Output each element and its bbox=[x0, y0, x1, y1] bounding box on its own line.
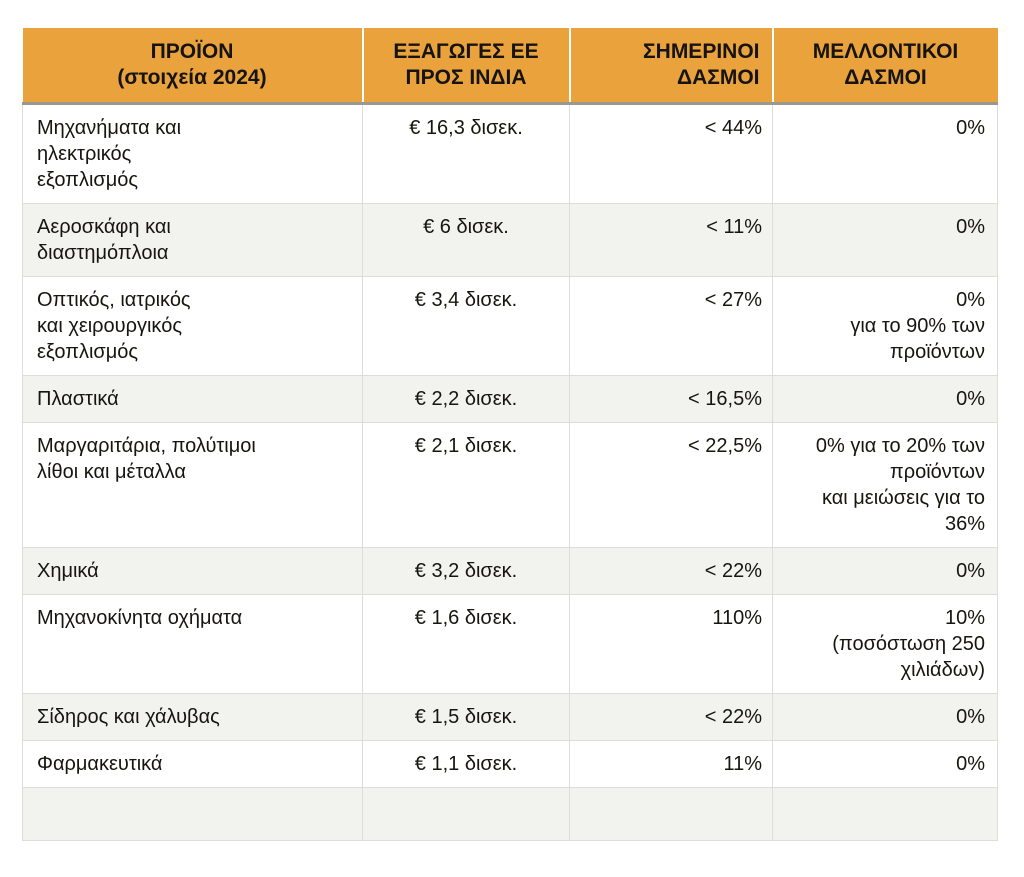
future-tariffs-cell bbox=[772, 787, 998, 841]
table-row: Μηχανήματα και ηλεκτρικός εξοπλισμός € 1… bbox=[22, 103, 998, 204]
col-header-current-tariffs: ΣΗΜΕΡΙΝΟΙ ΔΑΣΜΟΙ bbox=[568, 28, 773, 105]
current-tariffs-cell: 110% bbox=[569, 594, 773, 694]
col-header-future-tariffs: ΜΕΛΛΟΝΤΙΚΟΙ ΔΑΣΜΟΙ bbox=[771, 28, 998, 105]
future-tariffs-cell: 10% (ποσόστωση 250 χιλιάδων) bbox=[772, 594, 998, 694]
product-cell: Φαρμακευτικά bbox=[22, 740, 363, 788]
future-tariffs-cell: 0% bbox=[772, 693, 998, 741]
table-row: Φαρμακευτικά € 1,1 δισεκ. 11% 0% bbox=[22, 740, 998, 788]
product-cell: Πλαστικά bbox=[22, 375, 363, 423]
exports-cell: € 2,1 δισεκ. bbox=[362, 422, 570, 548]
table-row: Αεροσκάφη και διαστημόπλοια € 6 δισεκ. <… bbox=[22, 203, 998, 277]
product-cell: Αεροσκάφη και διαστημόπλοια bbox=[22, 203, 363, 277]
exports-cell: € 3,4 δισεκ. bbox=[362, 276, 570, 376]
exports-cell: € 6 δισεκ. bbox=[362, 203, 570, 277]
product-cell: Χημικά bbox=[22, 547, 363, 595]
eu-india-tariffs-table: ΠΡΟΪΟΝ (στοιχεία 2024) ΕΞΑΓΩΓΕΣ ΕΕ ΠΡΟΣ … bbox=[22, 28, 998, 841]
product-cell: Μαργαριτάρια, πολύτιμοι λίθοι και μέταλλ… bbox=[22, 422, 363, 548]
product-cell: Μηχανήματα και ηλεκτρικός εξοπλισμός bbox=[22, 103, 363, 204]
current-tariffs-cell: < 27% bbox=[569, 276, 773, 376]
header-row: ΠΡΟΪΟΝ (στοιχεία 2024) ΕΞΑΓΩΓΕΣ ΕΕ ΠΡΟΣ … bbox=[22, 28, 998, 105]
col-header-product: ΠΡΟΪΟΝ (στοιχεία 2024) bbox=[22, 28, 363, 105]
table-row: Σίδηρος και χάλυβας € 1,5 δισεκ. < 22% 0… bbox=[22, 693, 998, 741]
exports-cell bbox=[362, 787, 570, 841]
future-tariffs-cell: 0% bbox=[772, 203, 998, 277]
product-cell: Οπτικός, ιατρικός και χειρουργικός εξοπλ… bbox=[22, 276, 363, 376]
future-tariffs-cell: 0% bbox=[772, 740, 998, 788]
product-cell: Μηχανοκίνητα οχήματα bbox=[22, 594, 363, 694]
current-tariffs-cell: < 22% bbox=[569, 547, 773, 595]
future-tariffs-cell: 0% bbox=[772, 103, 998, 204]
future-tariffs-cell: 0% για το 90% των προϊόντων bbox=[772, 276, 998, 376]
future-tariffs-cell: 0% bbox=[772, 547, 998, 595]
current-tariffs-cell bbox=[569, 787, 773, 841]
exports-cell: € 16,3 δισεκ. bbox=[362, 103, 570, 204]
exports-cell: € 1,6 δισεκ. bbox=[362, 594, 570, 694]
current-tariffs-cell: < 22,5% bbox=[569, 422, 773, 548]
table-row-empty bbox=[22, 787, 998, 841]
table-row: Οπτικός, ιατρικός και χειρουργικός εξοπλ… bbox=[22, 276, 998, 376]
table-row: Χημικά € 3,2 δισεκ. < 22% 0% bbox=[22, 547, 998, 595]
current-tariffs-cell: 11% bbox=[569, 740, 773, 788]
table-row: Μηχανοκίνητα οχήματα € 1,6 δισεκ. 110% 1… bbox=[22, 594, 998, 694]
exports-cell: € 1,5 δισεκ. bbox=[362, 693, 570, 741]
product-cell bbox=[22, 787, 363, 841]
current-tariffs-cell: < 44% bbox=[569, 103, 773, 204]
current-tariffs-cell: < 22% bbox=[569, 693, 773, 741]
table-row: Μαργαριτάρια, πολύτιμοι λίθοι και μέταλλ… bbox=[22, 422, 998, 548]
table-row: Πλαστικά € 2,2 δισεκ. < 16,5% 0% bbox=[22, 375, 998, 423]
future-tariffs-cell: 0% bbox=[772, 375, 998, 423]
future-tariffs-cell: 0% για το 20% των προϊόντων και μειώσεις… bbox=[772, 422, 998, 548]
col-header-exports: ΕΞΑΓΩΓΕΣ ΕΕ ΠΡΟΣ ΙΝΔΙΑ bbox=[361, 28, 570, 105]
current-tariffs-cell: < 16,5% bbox=[569, 375, 773, 423]
exports-cell: € 1,1 δισεκ. bbox=[362, 740, 570, 788]
exports-cell: € 2,2 δισεκ. bbox=[362, 375, 570, 423]
exports-cell: € 3,2 δισεκ. bbox=[362, 547, 570, 595]
current-tariffs-cell: < 11% bbox=[569, 203, 773, 277]
product-cell: Σίδηρος και χάλυβας bbox=[22, 693, 363, 741]
